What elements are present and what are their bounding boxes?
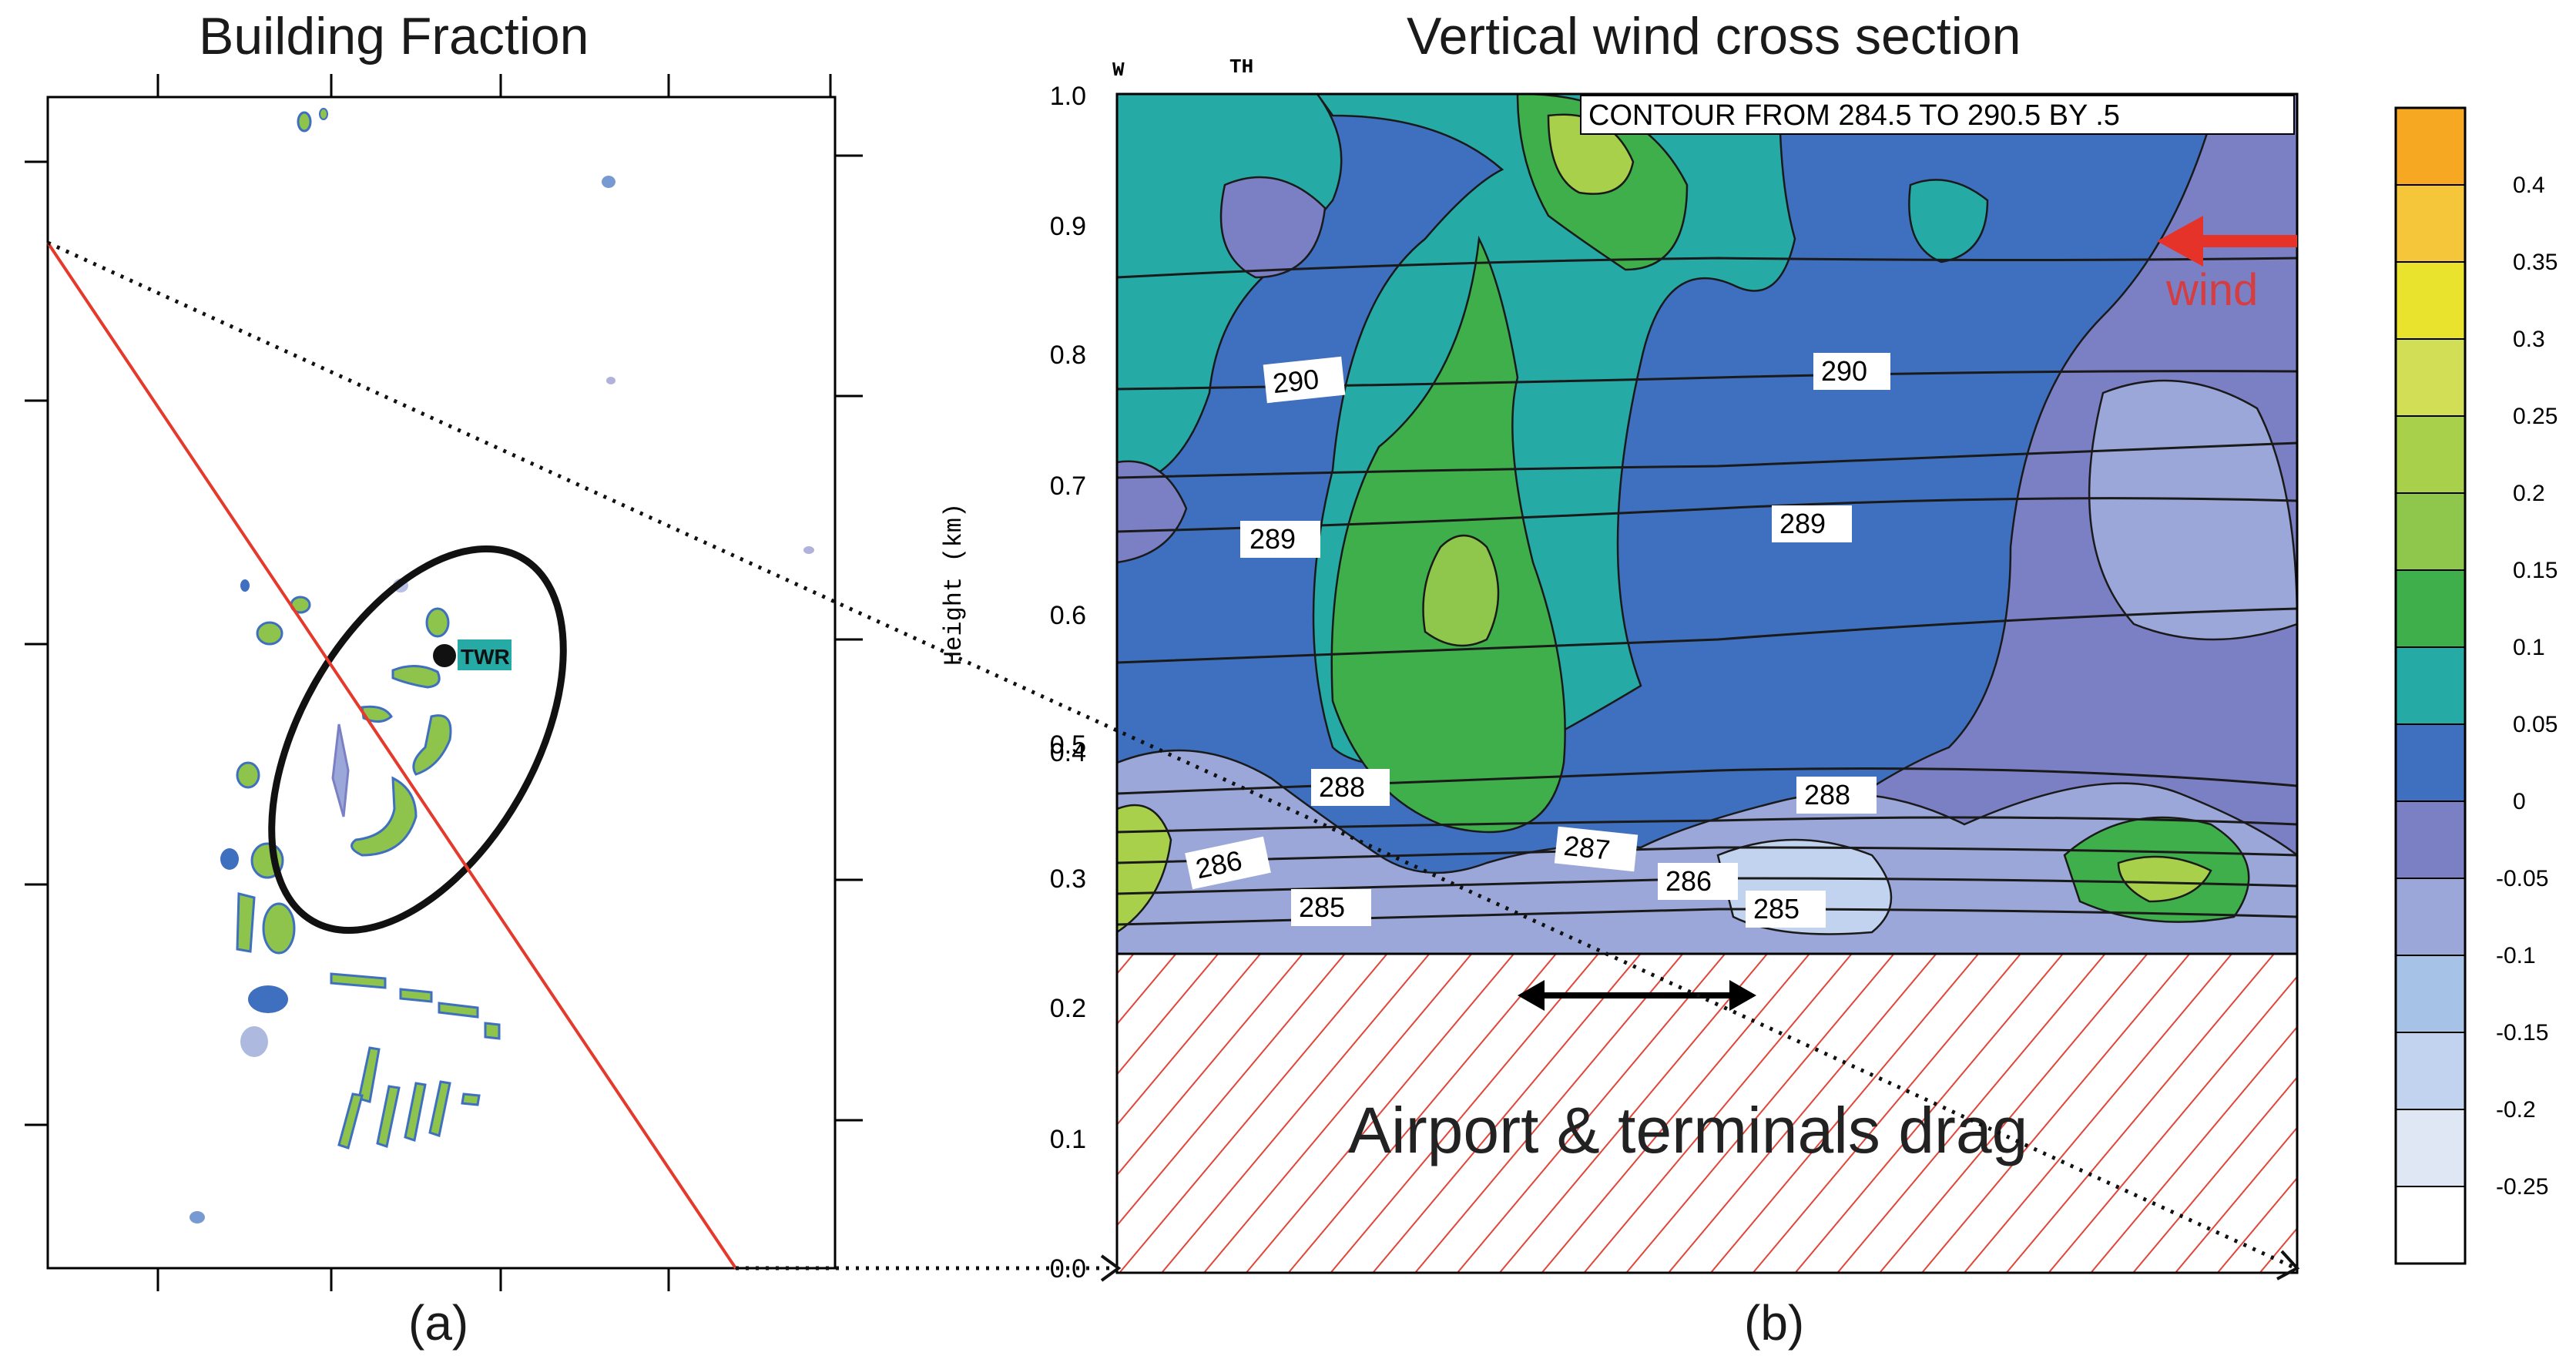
contour-label: 285 [1299,891,1345,923]
connector-arrowhead [1100,1254,1122,1282]
contour-note: CONTOUR FROM 284.5 TO 290.5 BY .5 [1588,99,2120,132]
connector-arrowhead [2276,1250,2300,1280]
y-tick: 0.2 [1049,994,1086,1023]
colorbar-tick: -0.25 [2496,1174,2549,1200]
colorbar-cell [2395,415,2466,494]
contour-region [1117,749,2297,954]
colorbar-tick: 0.1 [2513,635,2545,660]
colorbar-tick: 0 [2513,789,2526,814]
extent-arrow [1518,980,1756,1011]
colorbar-cell [2395,261,2466,340]
tower-label: TWR [461,645,510,669]
colorbar-tick: -0.15 [2496,1020,2549,1045]
drag-label: Airport & terminals drag [1348,1094,2028,1166]
wind-arrow [2157,216,2297,267]
map-ticks [25,74,863,1291]
contour-label: 287 [1562,830,1612,866]
contour-region [1422,534,1500,647]
tower-label-bg [458,639,512,670]
colorbar-cell [2395,492,2466,571]
colorbar-cell [2395,1032,2466,1110]
contour-label: 290 [1271,363,1320,399]
contour-label: 285 [1753,893,1800,925]
colorbar [2394,106,2467,1265]
panel-b-caption: (b) [1744,1295,1805,1351]
y-tick: 0.3 [1049,864,1086,894]
map-frame [46,96,837,1270]
colorbar-cell [2395,184,2466,263]
plot-frame [1115,92,2299,1274]
colorbar-tick: -0.05 [2496,866,2549,891]
colorbar-cell [2395,723,2466,802]
contour-region [1219,176,1327,279]
y-tick: 0.5 [1049,730,1086,760]
contour-labels: 290 290 289 289 288 288 287 286 286 285 … [1185,353,1890,928]
cross-section-plot: CONTOUR FROM 284.5 TO 290.5 BY .5 290 29… [1115,92,2299,1274]
colorbar-cell [2395,955,2466,1033]
colorbar-cell [2395,338,2466,417]
panel-b-title: Vertical wind cross section [1407,7,2021,65]
wind-label: wind [2165,265,2258,315]
colorbar-cell [2395,1109,2466,1187]
contour-region [1330,235,1566,834]
y-tick: 0.1 [1049,1125,1086,1154]
contour-region [2117,855,2212,903]
contour-region [1908,179,1989,263]
building-fraction-map: TWR [25,74,863,1291]
colorbar-tick: 0.4 [2513,173,2545,198]
colorbar-tick: 0.05 [2513,712,2558,737]
colorbar-cell [2395,1186,2466,1264]
y-tick: 0.6 [1049,601,1086,630]
colorbar-cell [2395,800,2466,879]
tower-marker [433,644,456,667]
contour-region [1117,460,1188,564]
colorbar-tick: -0.1 [2496,943,2536,968]
contour-label: 286 [1665,865,1712,897]
colorbar-tick: -0.2 [2496,1097,2536,1123]
y-tick: 0.8 [1049,341,1086,370]
panel-a-title: Building Fraction [199,7,589,65]
y-tick: 0.9 [1049,212,1086,241]
y-tick: 0.7 [1049,472,1086,501]
colorbar-cell [2395,569,2466,648]
building-patches [190,108,814,1223]
colorbar-cells [2395,107,2466,1264]
colorbar-tick: 0.15 [2513,558,2558,583]
contour-label: 289 [1779,508,1826,539]
contour-region [1117,804,1172,934]
colorbar-cell [2395,878,2466,956]
cross-section-line [46,241,737,1270]
contour-label: 289 [1249,523,1296,555]
contour-label: 290 [1821,355,1867,387]
contour-label: 288 [1804,779,1850,811]
colorbar-tick: 0.2 [2513,481,2545,506]
airport-ellipse [268,545,567,935]
colorbar-frame [2394,106,2467,1265]
colorbar-tick: 0.3 [2513,327,2545,352]
colorbar-cell [2395,646,2466,725]
colorbar-cell [2395,107,2466,186]
colorbar-tick: 0.35 [2513,250,2558,275]
contour-label: 288 [1319,771,1365,803]
colorbar-tick: 0.25 [2513,404,2558,429]
connector-upper [46,240,2297,1270]
top-label-w: W [1112,59,1125,82]
y-tick: 1.0 [1049,82,1086,111]
y-tick: 0.4 [1049,738,1086,767]
panel-a-caption: (a) [408,1295,469,1351]
contour-note-box [1580,95,2295,135]
top-label-th: TH [1229,55,1254,79]
